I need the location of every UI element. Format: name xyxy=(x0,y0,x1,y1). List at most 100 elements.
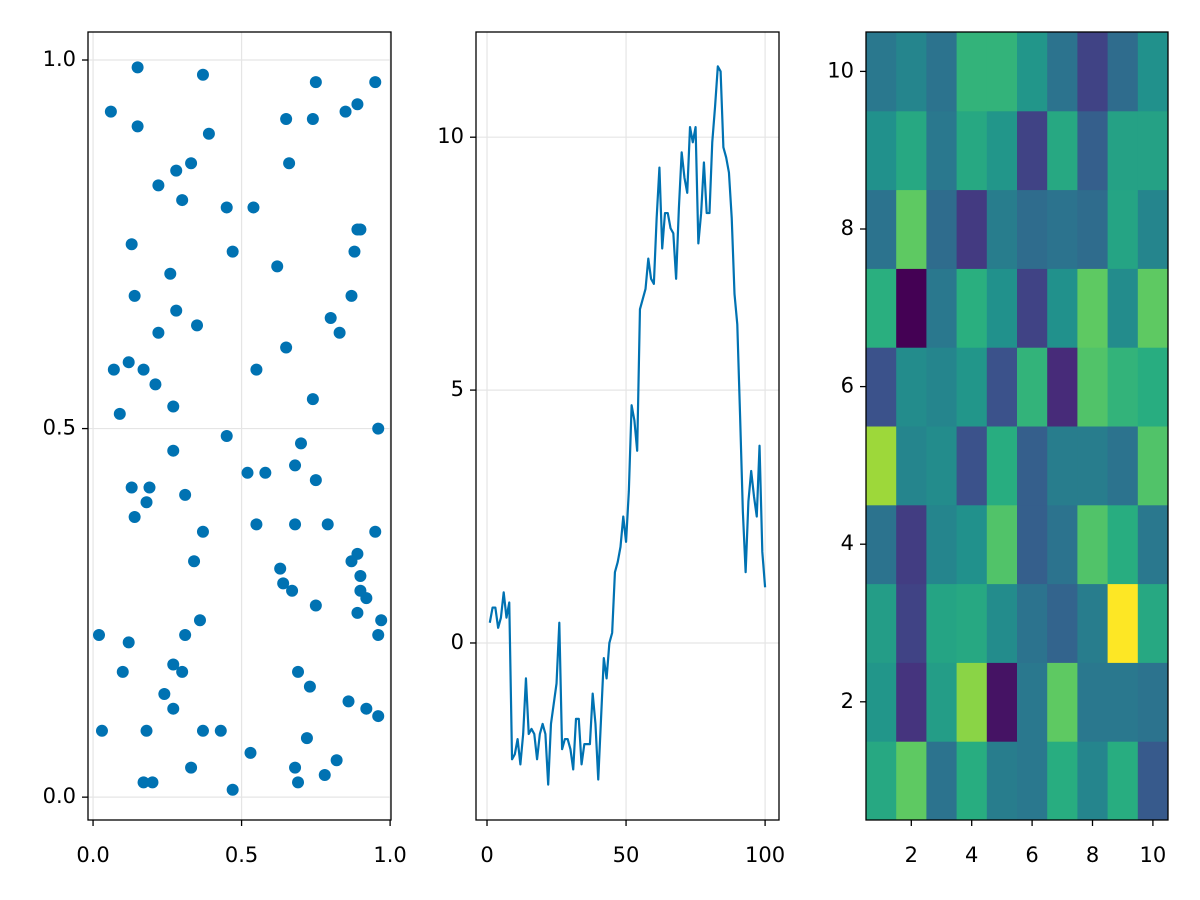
point xyxy=(309,76,322,89)
point xyxy=(351,606,364,619)
heatmap-cell xyxy=(1017,347,1048,427)
point xyxy=(196,68,209,81)
point xyxy=(128,511,141,524)
x-tick-label: 8 xyxy=(1086,843,1099,867)
heatmap-cell xyxy=(1137,504,1168,585)
heatmap-cell xyxy=(896,741,927,820)
heatmap-cell xyxy=(896,189,927,269)
point xyxy=(167,400,180,413)
point xyxy=(309,474,322,487)
heatmap-cell xyxy=(986,504,1018,585)
point xyxy=(179,488,192,501)
heatmap-cell xyxy=(986,741,1018,820)
heatmap-cell xyxy=(866,110,897,191)
y-tick-label: 0 xyxy=(451,630,464,654)
heatmap-cell xyxy=(986,426,1018,506)
line xyxy=(488,65,767,786)
point xyxy=(286,584,299,597)
point xyxy=(92,628,105,641)
subplot: 2 4 6 8 10 2 4 6 8 10 xyxy=(827,31,1169,867)
point xyxy=(345,289,358,302)
point xyxy=(333,326,346,339)
y-tick-label: 6 xyxy=(841,374,854,398)
y-tick-label: 1.0 xyxy=(43,47,76,71)
point xyxy=(292,665,305,678)
heatmap-cell xyxy=(956,189,988,269)
point xyxy=(330,754,343,767)
point xyxy=(167,444,180,457)
heatmap-cell xyxy=(1137,741,1168,820)
point xyxy=(318,769,331,782)
heatmap-cell xyxy=(1017,189,1048,269)
point xyxy=(348,245,361,258)
point xyxy=(277,577,290,590)
point xyxy=(140,724,153,737)
heatmap-cell xyxy=(1077,189,1109,269)
heatmap-cell xyxy=(1137,268,1168,348)
y-tick-label: 5 xyxy=(451,377,464,401)
heatmap-cell xyxy=(956,662,988,742)
heatmap-cell xyxy=(1047,110,1078,191)
point xyxy=(372,710,385,723)
point xyxy=(122,636,135,649)
heatmap-cell xyxy=(1107,426,1139,506)
heatmap-cell xyxy=(866,741,897,820)
point xyxy=(372,422,385,435)
point xyxy=(360,702,373,715)
heatmap-cell xyxy=(1107,741,1139,820)
x-tick-label: 0.5 xyxy=(225,843,258,867)
heatmap-cell xyxy=(1017,110,1048,191)
axis-frame xyxy=(865,31,1169,821)
heatmap-cell xyxy=(1137,189,1168,269)
point xyxy=(345,555,358,568)
heatmap-cell xyxy=(1047,347,1078,427)
x-tick-label: 100 xyxy=(745,843,785,867)
heatmap-cell xyxy=(1137,583,1168,663)
heatmap-cell xyxy=(926,662,958,742)
heatmap-cell xyxy=(1077,583,1109,663)
point xyxy=(196,525,209,538)
point xyxy=(306,112,319,125)
point xyxy=(351,98,364,111)
point xyxy=(354,223,367,236)
heatmap-cell xyxy=(926,110,958,191)
heatmap-cell xyxy=(1077,741,1109,820)
heatmap-cell xyxy=(1017,426,1048,506)
point xyxy=(125,481,138,494)
heatmap-cell xyxy=(926,347,958,427)
point xyxy=(259,466,272,479)
point xyxy=(241,466,254,479)
point xyxy=(250,363,263,376)
point xyxy=(167,702,180,715)
point xyxy=(193,614,206,627)
point xyxy=(354,570,367,583)
heatmap-cell xyxy=(1107,662,1139,742)
heatmap-cell xyxy=(986,662,1018,742)
heatmap-cell xyxy=(1017,504,1048,585)
point xyxy=(143,481,156,494)
subplot: 0.0 0.5 1.0 0.0 0.5 1.0 xyxy=(43,31,407,867)
x-tick-label: 10 xyxy=(1140,843,1167,867)
point xyxy=(303,680,316,693)
point xyxy=(185,761,198,774)
point xyxy=(149,378,162,391)
heatmap-cell xyxy=(926,268,958,348)
point xyxy=(158,687,171,700)
heatmap-cell xyxy=(896,110,927,191)
point xyxy=(113,407,126,420)
x-tick-label: 0 xyxy=(480,843,493,867)
point xyxy=(226,245,239,258)
point xyxy=(220,429,233,442)
heatmap-cell xyxy=(926,583,958,663)
heatmap-cell xyxy=(926,426,958,506)
heatmap-cell xyxy=(866,32,897,112)
x-tick-label: 4 xyxy=(965,843,978,867)
point xyxy=(202,127,215,140)
y-tick-label: 10 xyxy=(827,58,854,82)
heatmap-cell xyxy=(1077,662,1109,742)
heatmap-cell xyxy=(1047,189,1078,269)
point xyxy=(306,393,319,406)
y-tick-label: 2 xyxy=(841,689,854,713)
point xyxy=(372,628,385,641)
